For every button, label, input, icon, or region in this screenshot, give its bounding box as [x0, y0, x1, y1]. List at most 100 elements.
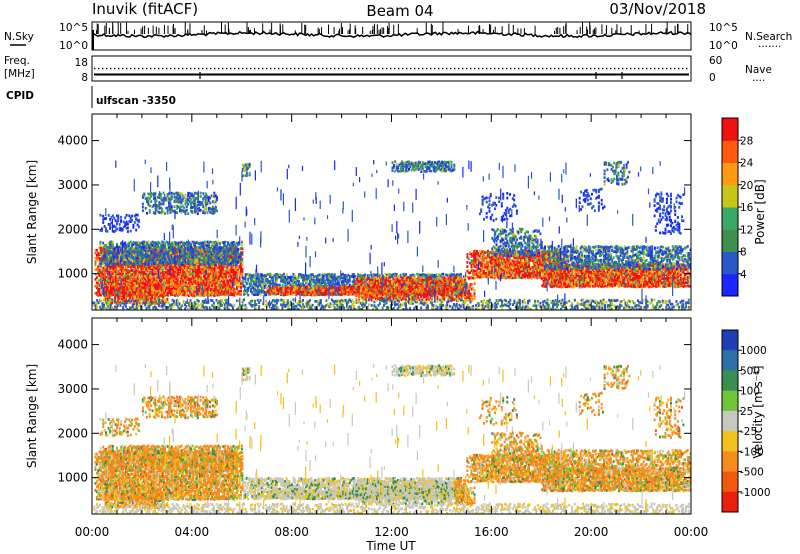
power-cell [229, 283, 231, 287]
power-cell [158, 193, 161, 196]
power-cell [187, 294, 190, 298]
power-cell [261, 276, 263, 279]
power-cell [206, 256, 209, 259]
power-cell [131, 214, 134, 218]
nave-ytop: 60 [709, 55, 722, 67]
power-cell [191, 194, 194, 198]
power-cell [165, 259, 168, 263]
power-cell [352, 277, 355, 280]
power-cell [223, 272, 226, 275]
power-cell [133, 241, 136, 245]
power-cell [188, 260, 191, 264]
power-cell [218, 253, 220, 256]
power-cell [133, 214, 136, 218]
power-cell [140, 241, 143, 245]
power-cell [278, 273, 281, 276]
power-cell [105, 271, 108, 275]
power-cell [387, 273, 390, 276]
power-cell [282, 280, 285, 284]
power-cell [198, 207, 201, 210]
power-cell [302, 278, 305, 282]
power-cell [180, 261, 183, 264]
power-cell [219, 291, 222, 295]
power-cell [183, 196, 186, 200]
power-cell [159, 276, 161, 280]
power-cell [128, 283, 131, 287]
power-cell [183, 258, 186, 262]
power-cell [339, 277, 342, 281]
power-cell [119, 283, 122, 286]
power-cell [100, 262, 103, 265]
power-cell [105, 299, 108, 303]
power-cell [274, 276, 277, 279]
power-cell [230, 276, 233, 280]
power-cell [134, 281, 137, 284]
power-cell [198, 209, 201, 212]
power-cell [195, 209, 198, 213]
power-cell [122, 275, 124, 278]
power-cell [218, 268, 220, 272]
power-cell [142, 279, 145, 282]
power-cell [181, 283, 183, 287]
power-cell [114, 254, 117, 258]
power-cell [126, 292, 129, 296]
power-cell [100, 246, 102, 250]
power-cell [137, 269, 139, 273]
power-cell [127, 280, 130, 284]
power-cell [168, 246, 171, 250]
power-cell [129, 288, 132, 291]
power-cell [122, 297, 125, 300]
power-cell [263, 275, 266, 279]
power-cell [135, 243, 138, 247]
power-cell [147, 286, 149, 290]
power-cell [363, 275, 366, 279]
power-cell [385, 280, 388, 283]
power-cell [167, 281, 170, 284]
power-cell [190, 282, 193, 286]
power-cell [124, 243, 127, 247]
power-cell [186, 246, 188, 249]
power-cell [231, 260, 234, 264]
power-cell [347, 280, 350, 284]
power-cell [175, 291, 178, 295]
power-cell [172, 272, 175, 276]
power-cell [98, 246, 101, 250]
power-cell [218, 286, 220, 289]
power-cell [150, 243, 153, 247]
power-cell [166, 299, 169, 303]
power-cell [170, 274, 172, 278]
power-cell [139, 272, 142, 275]
power-cell [185, 205, 188, 209]
power-cell [99, 262, 102, 265]
power-cell [207, 293, 210, 296]
power-cell [204, 263, 207, 267]
power-cell [256, 289, 259, 292]
power-cell [229, 278, 231, 282]
power-cell [306, 280, 309, 283]
power-cell [159, 273, 161, 276]
power-cell [241, 285, 244, 288]
power-cell [234, 288, 237, 291]
power-cell [104, 301, 107, 305]
power-cell [152, 282, 155, 286]
power-cell [225, 254, 228, 258]
power-cell [240, 240, 243, 244]
power-cell [220, 289, 223, 293]
power-cell [324, 280, 327, 284]
power-cell [237, 270, 240, 274]
power-cell [267, 292, 270, 296]
power-cell [171, 281, 174, 285]
power-cell [230, 264, 233, 268]
power-cell [238, 255, 241, 259]
power-cell [153, 293, 156, 297]
power-cell [177, 254, 180, 257]
power-cell [184, 242, 187, 245]
power-cell [164, 292, 167, 296]
power-cell [196, 277, 199, 280]
power-cell [208, 278, 211, 281]
power-cell [109, 270, 112, 273]
power-cell [136, 262, 139, 266]
power-cell [148, 260, 151, 263]
power-cell [110, 246, 113, 249]
